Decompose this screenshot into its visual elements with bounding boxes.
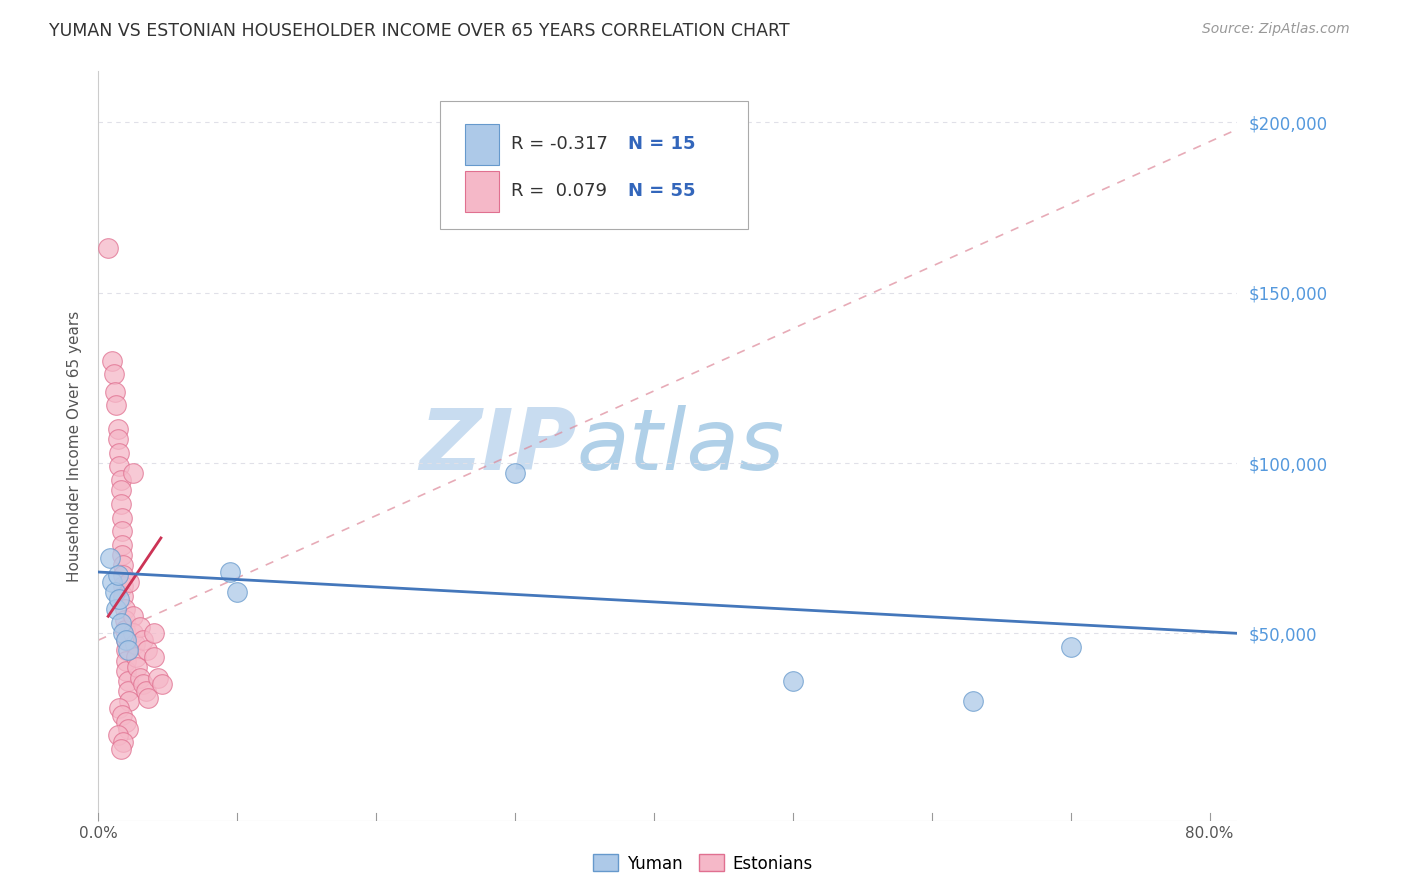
Point [135,684,157,698]
Point [111,524,134,538]
Point [962,694,984,708]
Point [118,575,141,590]
Point [503,467,526,481]
Point [136,643,159,657]
Legend: Yuman, Estonians: Yuman, Estonians [586,847,820,880]
Point [110,483,132,498]
Point [110,616,132,631]
Point [104,585,127,599]
Point [115,654,138,668]
Point [110,497,132,511]
Point [132,633,155,648]
Point [115,714,138,729]
Text: R =  0.079: R = 0.079 [510,182,606,200]
Point [97,242,120,256]
Point [219,565,242,579]
Point [110,742,132,756]
Point [103,368,125,382]
FancyBboxPatch shape [465,171,499,212]
Point [117,722,139,736]
Text: N = 15: N = 15 [628,135,696,153]
Point [124,636,146,650]
Point [129,671,152,685]
Point [117,673,139,688]
Point [117,643,139,657]
Point [114,613,136,627]
Point [117,684,139,698]
Point [104,384,127,399]
Point [111,708,134,723]
Point [146,671,169,685]
Point [782,673,804,688]
Point [122,626,145,640]
Point [129,619,152,633]
Point [98,551,121,566]
Point [108,592,131,607]
Text: YUMAN VS ESTONIAN HOUSEHOLDER INCOME OVER 65 YEARS CORRELATION CHART: YUMAN VS ESTONIAN HOUSEHOLDER INCOME OVE… [49,22,790,40]
Point [110,473,132,487]
Text: atlas: atlas [576,404,785,488]
Point [107,568,129,582]
Text: ZIP: ZIP [419,404,576,488]
Point [101,354,124,368]
Point [108,701,131,715]
Point [108,459,131,474]
Point [115,633,138,648]
Point [115,633,138,648]
Point [114,602,136,616]
Point [107,729,129,743]
Point [115,643,138,657]
Point [105,398,128,412]
Point [143,650,166,665]
Point [112,735,135,749]
Point [107,422,129,436]
Point [115,664,138,678]
Point [111,548,134,562]
Point [101,575,124,590]
Point [1059,640,1081,654]
Point [108,446,131,460]
Point [112,589,135,603]
Point [105,602,128,616]
Point [127,660,149,674]
Point [118,694,141,708]
Text: N = 55: N = 55 [628,182,696,200]
Point [111,510,134,524]
Point [111,538,134,552]
Point [132,677,155,691]
Point [122,467,145,481]
Text: R = -0.317: R = -0.317 [510,135,607,153]
Point [138,691,160,706]
Point [122,609,145,624]
Point [112,579,135,593]
FancyBboxPatch shape [465,124,499,165]
Y-axis label: Householder Income Over 65 years: Householder Income Over 65 years [67,310,83,582]
Text: Source: ZipAtlas.com: Source: ZipAtlas.com [1202,22,1350,37]
Point [107,432,129,446]
Point [143,626,166,640]
Point [114,623,136,637]
Point [125,650,148,665]
Point [150,677,173,691]
Point [112,558,135,573]
FancyBboxPatch shape [440,102,748,228]
Point [112,568,135,582]
Point [226,585,249,599]
Point [112,626,135,640]
